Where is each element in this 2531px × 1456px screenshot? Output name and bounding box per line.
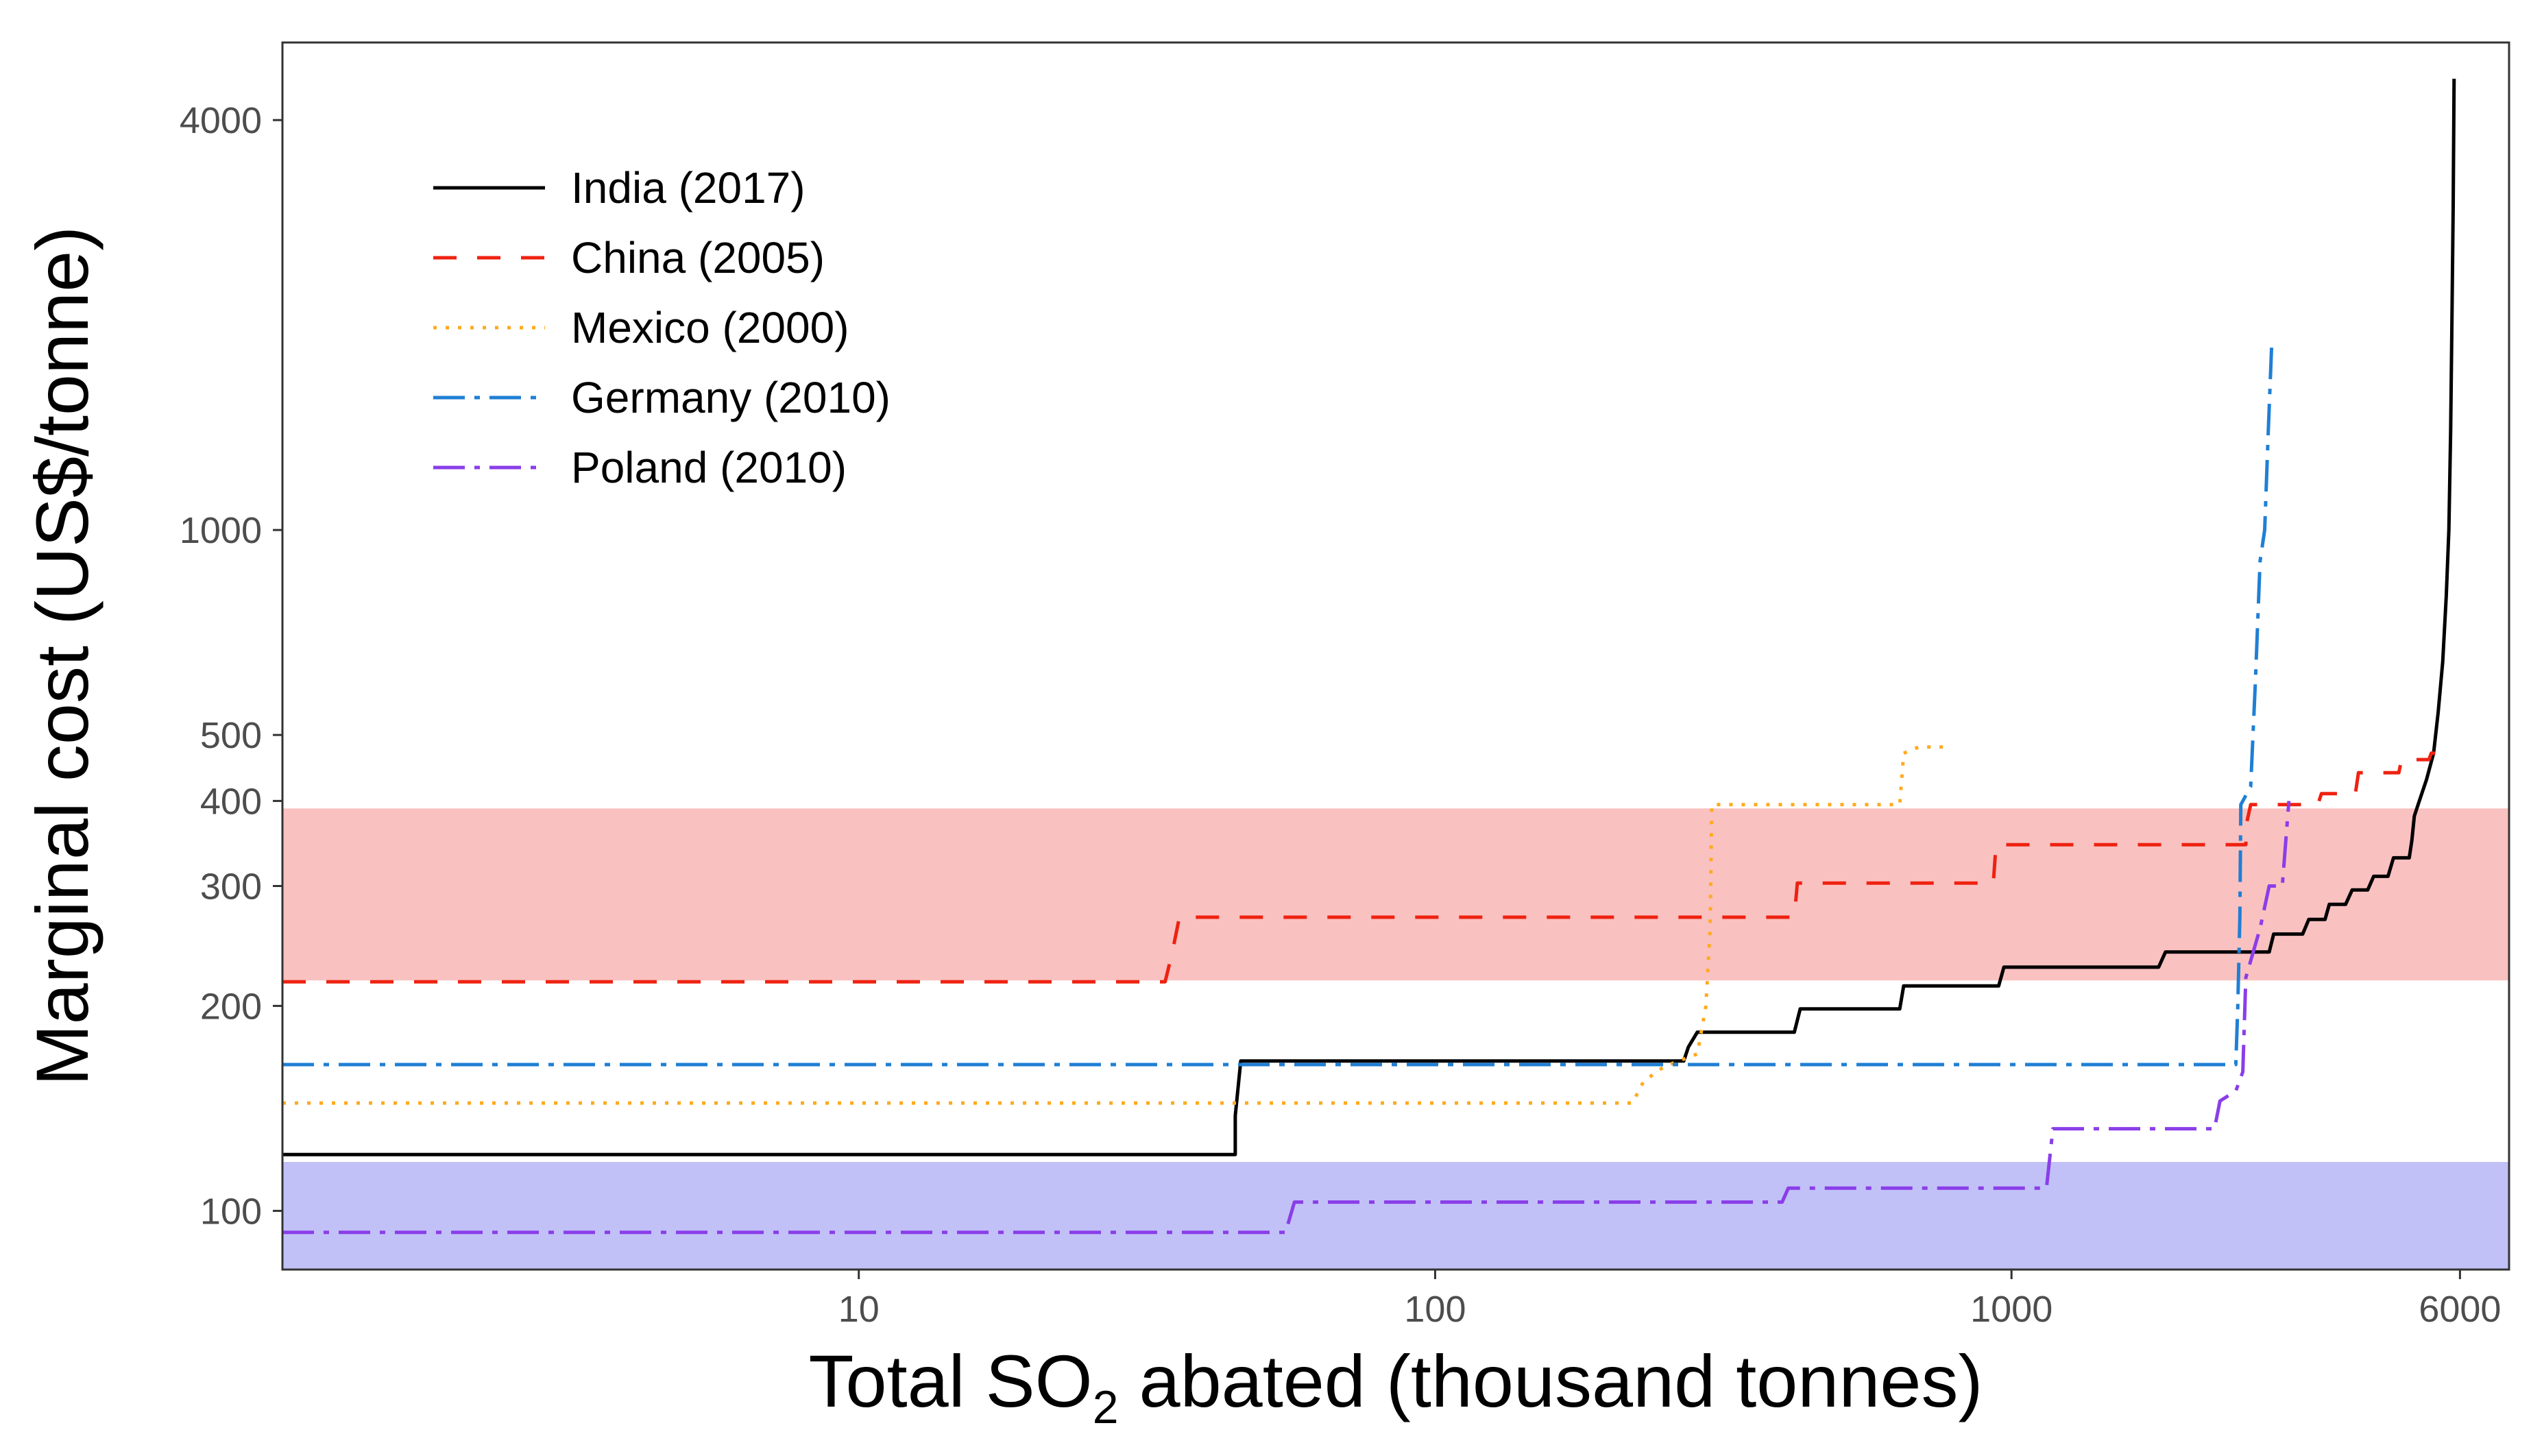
- legend-label-1: India (2017): [571, 163, 806, 213]
- y-tick-label: 100: [200, 1191, 262, 1232]
- series-line-4: [282, 340, 2274, 1067]
- series-line-3: [282, 745, 1950, 1105]
- x-axis-title-subscript: 2: [1093, 1381, 1119, 1433]
- series-line-5: [282, 801, 2291, 1235]
- x-axis: 10 100 1000 6000: [838, 1270, 2501, 1330]
- legend-label-3: Mexico (2000): [571, 303, 849, 352]
- y-tick-label: 200: [200, 986, 262, 1027]
- x-tick-label: 6000: [2419, 1289, 2501, 1330]
- y-axis-title: Marginal cost (US$/tonne): [21, 226, 104, 1087]
- series-layer: [282, 78, 2456, 1235]
- x-axis-title-prefix: Total SO: [809, 1339, 1093, 1422]
- bands-layer: [282, 808, 2509, 1270]
- y-tick-label: 400: [200, 781, 262, 822]
- x-tick-label: 1000: [1970, 1289, 2052, 1330]
- x-axis-title: Total SO2 abated (thousand tonnes): [809, 1339, 1983, 1433]
- y-axis: 100 200 300 400 500 1000 4000: [180, 100, 282, 1232]
- legend-label-2: China (2005): [571, 233, 825, 282]
- y-tick-label: 4000: [180, 100, 262, 141]
- x-axis-title-suffix: abated (thousand tonnes): [1119, 1339, 1983, 1422]
- series-line-2: [282, 751, 2456, 984]
- low-cost-band: [282, 1162, 2509, 1270]
- series-line-1: [282, 78, 2456, 1156]
- plot-frame: [281, 41, 2510, 1271]
- y-tick-label: 1000: [180, 510, 262, 551]
- x-tick-label: 10: [838, 1289, 880, 1330]
- legend: India (2017) China (2005) Mexico (2000) Ger…: [433, 163, 891, 492]
- y-tick-label: 300: [200, 866, 262, 908]
- x-tick-label: 100: [1404, 1289, 1466, 1330]
- y-tick-label: 500: [200, 715, 262, 756]
- legend-label-5: Poland (2010): [571, 443, 847, 492]
- legend-label-4: Germany (2010): [571, 373, 891, 422]
- high-cost-band: [282, 808, 2509, 981]
